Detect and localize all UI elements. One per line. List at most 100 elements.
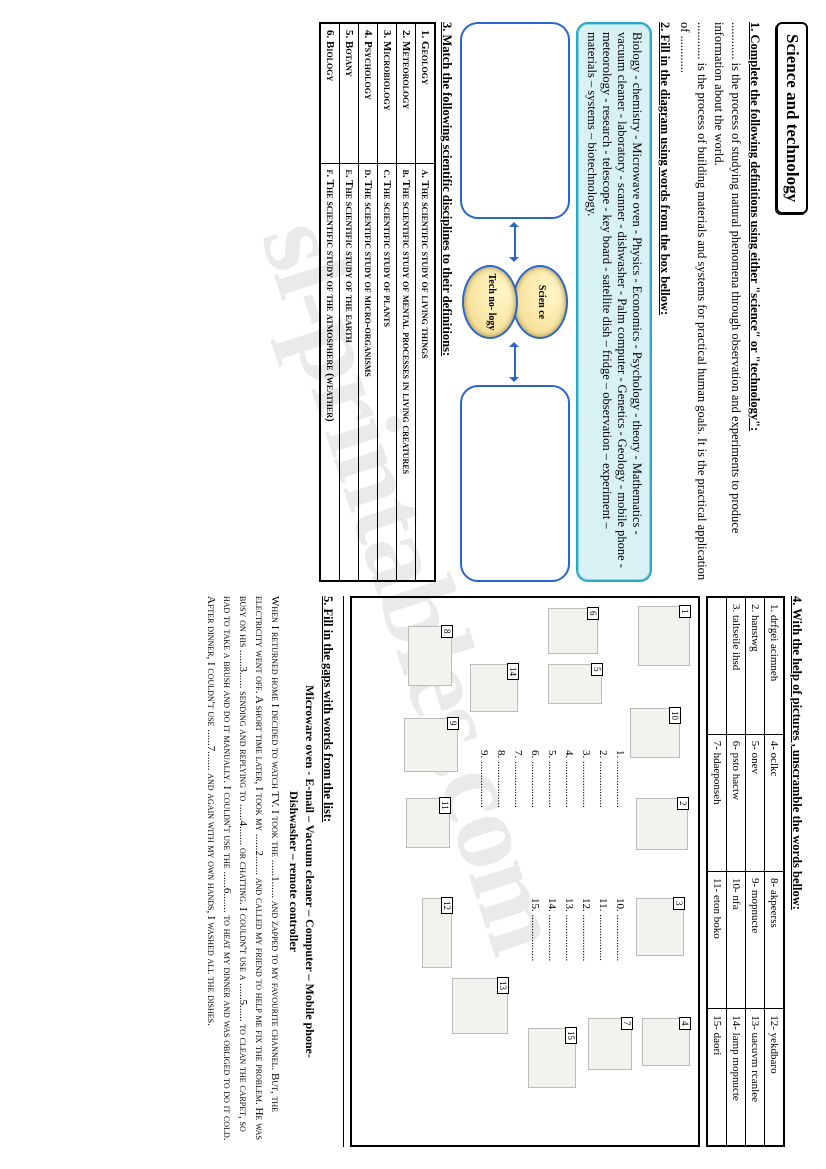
ex3-heading: 3. Match the following scientific discip… — [440, 22, 455, 582]
word-box: Biology - chemistry - Microwave oven - P… — [577, 22, 653, 582]
discipline-cell: 4. Psychology — [359, 23, 378, 163]
blank-line: 7. ................. — [509, 750, 526, 808]
ex5-text: When I returned home I decided to watch … — [202, 596, 282, 1147]
blank-line: 8. ................. — [492, 750, 509, 808]
unscramble-cell: 7- hdaeponseh — [707, 734, 727, 871]
unscramble-cell: 8- akpeerss — [765, 872, 785, 1009]
left-column: Science and technology 1. Complete the f… — [18, 22, 808, 582]
blank-line: 1. ................. — [611, 750, 628, 808]
bubble-technology: Tech no- logy — [463, 265, 519, 339]
discipline-cell: 5. Botany — [340, 23, 359, 163]
picture-5: 5 — [548, 664, 602, 704]
definition-cell: e. The scientific study of the earth — [340, 163, 359, 581]
picture-12: 12 — [422, 898, 452, 968]
ex5-heading: 5. Fill in the gaps with words from the … — [320, 596, 335, 1147]
blank-list-2: 10. .................11. ...............… — [526, 898, 628, 961]
picture-15: 15 — [528, 1028, 576, 1088]
unscramble-cell: 13- uacuvm rcanlee — [746, 1009, 765, 1146]
picture-number: 6 — [587, 607, 599, 620]
blank-line: 10. ................. — [611, 898, 628, 961]
picture-2: 2 — [636, 798, 688, 850]
picture-1: 1 — [638, 606, 690, 666]
definition-cell: c. The scientific study of plants — [378, 163, 397, 581]
unscramble-cell: 5- onev — [746, 734, 765, 871]
picture-3: 3 — [636, 898, 684, 956]
unscramble-cell: 2. hanstwg — [746, 597, 765, 734]
discipline-cell: 3. Microbiology — [378, 23, 397, 163]
picture-4: 4 — [642, 1018, 690, 1066]
unscramble-cell: 9- mopnucte — [746, 872, 765, 1009]
ex5-list-line1: Microware oven - E-mail – Vacuum cleaner… — [301, 596, 317, 1147]
unscramble-cell — [707, 597, 727, 734]
picture-number: 15 — [565, 1027, 577, 1044]
ex1-line1: ............ is the process of studying … — [710, 22, 744, 582]
ex1-line2: ............ is the process of building … — [677, 22, 711, 582]
picture-number: 3 — [673, 897, 685, 910]
unscramble-cell: 1. drfgei acimneh — [765, 597, 785, 734]
picture-number: 13 — [497, 977, 509, 994]
page-title-box: Science and technology — [776, 22, 808, 214]
definition-cell: b. The scientific study of mental proces… — [397, 163, 416, 581]
unscramble-cell: 3. taltseile ihsd — [727, 597, 746, 734]
picture-number: 10 — [669, 707, 681, 724]
picture-number: 12 — [441, 897, 453, 914]
blank-line: 13. ................. — [560, 898, 577, 961]
definition-cell: a. The scientific study of living things — [416, 163, 436, 581]
ex4-heading: 4. With the help of pictures , unscrambl… — [789, 596, 804, 1147]
ex1-heading: 1. Complete the following definitions us… — [747, 22, 762, 582]
blank-list-1: 1. .................2. .................… — [475, 750, 628, 808]
definition-cell: d. The scientific study of micro-organis… — [359, 163, 378, 581]
picture-8: 8 — [408, 626, 452, 686]
unscramble-cell: 15- daori — [707, 1009, 727, 1146]
discipline-cell: 1. Geology — [416, 23, 436, 163]
blank-line: 12. ................. — [577, 898, 594, 961]
page-title: Science and technology — [783, 34, 802, 202]
unscramble-table: 1. drfgei acimneh4- oclkc8- akpeerss12- … — [706, 596, 785, 1147]
discipline-cell: 6. Biology — [321, 23, 341, 163]
picture-number: 5 — [591, 663, 603, 676]
unscramble-cell: 4- oclkc — [765, 734, 785, 871]
picture-number: 2 — [677, 797, 689, 810]
picture-13: 13 — [452, 978, 508, 1034]
definition-cell: f. The scientific study of the atmospher… — [321, 163, 341, 581]
blank-line: 11. ................. — [594, 898, 611, 961]
blank-line: 9. ................. — [475, 750, 492, 808]
unscramble-cell: 14- lamp mopnucte — [727, 1009, 746, 1146]
ex5-list-line2: Dishwasher – remote controller — [286, 596, 302, 1147]
ex5-box: 5. Fill in the gaps with words from the … — [202, 596, 344, 1147]
discipline-cell: 2. Meteorology — [397, 23, 416, 163]
match-table: 1. Geologya. The scientific study of liv… — [320, 22, 437, 582]
picture-number: 9 — [447, 717, 459, 730]
picture-14: 14 — [470, 664, 518, 712]
picture-10: 10 — [630, 708, 680, 758]
picture-number: 7 — [621, 1017, 633, 1030]
arrow-left — [515, 225, 517, 259]
bubble-science: Scien ce — [513, 265, 569, 339]
unscramble-cell: 11- eton boko — [707, 872, 727, 1009]
blank-line: 2. ................. — [594, 750, 611, 808]
picture-7: 7 — [588, 1018, 632, 1070]
arrow-right — [515, 345, 517, 379]
picture-number: 11 — [439, 797, 451, 814]
unscramble-cell: 12- yekdbaro — [765, 1009, 785, 1146]
picture-6: 6 — [548, 608, 598, 654]
diagram-pane-right — [461, 385, 571, 582]
blank-line: 15. ................. — [526, 898, 543, 961]
blank-line: 4. ................. — [560, 750, 577, 808]
picture-number: 4 — [679, 1017, 691, 1030]
picture-area: 1. .................2. .................… — [350, 596, 700, 1147]
ex2-heading: 2. Fill in the diagram using words from … — [658, 22, 673, 582]
blank-line: 6. ................. — [526, 750, 543, 808]
blank-line: 14. ................. — [543, 898, 560, 961]
picture-number: 8 — [441, 625, 453, 638]
ex5-wordlist: Microware oven - E-mail – Vacuum cleaner… — [286, 596, 317, 1147]
picture-number: 14 — [507, 663, 519, 680]
picture-9: 9 — [404, 718, 458, 772]
picture-number: 1 — [679, 605, 691, 618]
unscramble-cell: 6- psto hactw — [727, 734, 746, 871]
blank-line: 5. ................. — [543, 750, 560, 808]
diagram: Scien ce Tech no- logy — [461, 22, 571, 582]
right-column: 4. With the help of pictures , unscrambl… — [18, 596, 808, 1147]
unscramble-cell: 10- nfa — [727, 872, 746, 1009]
blank-line: 3. ................. — [577, 750, 594, 808]
